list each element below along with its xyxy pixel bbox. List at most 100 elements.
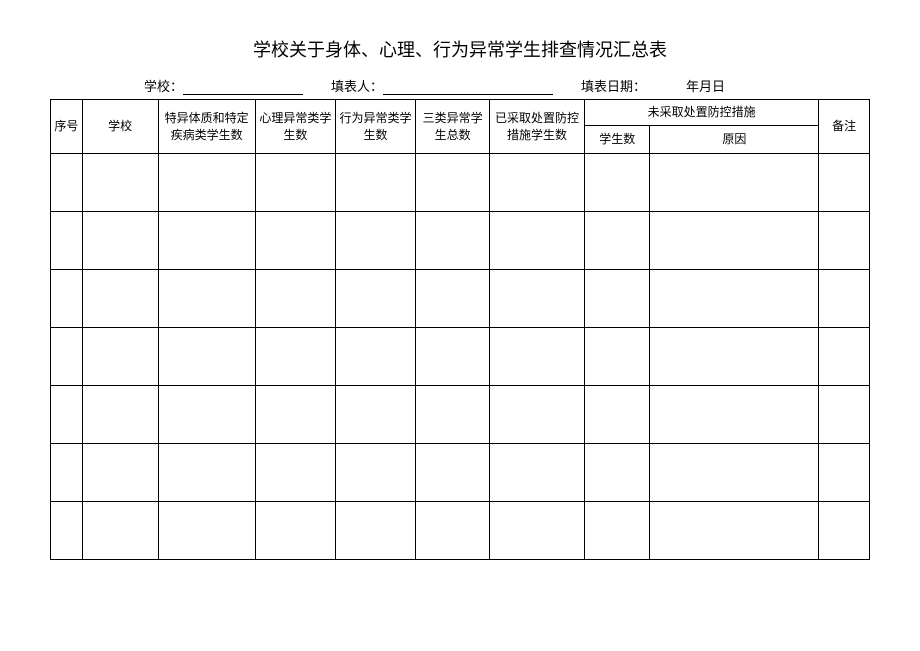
th-psych: 心理异常类学生数: [255, 100, 335, 154]
table-cell: [158, 270, 255, 328]
th-taken: 已采取处置防控措施学生数: [490, 100, 585, 154]
table-cell: [490, 328, 585, 386]
table-row: [51, 154, 870, 212]
table-cell: [255, 328, 335, 386]
table-cell: [650, 212, 819, 270]
table-cell: [158, 212, 255, 270]
table-cell: [585, 328, 650, 386]
table-row: [51, 212, 870, 270]
table-cell: [650, 154, 819, 212]
table-cell: [650, 270, 819, 328]
meta-filler-label: 填表人：: [331, 76, 383, 95]
table-cell: [585, 444, 650, 502]
meta-school-label: 学校：: [144, 76, 183, 95]
table-head: 序号 学校 特异体质和特定疾病类学生数 心理异常类学生数 行为异常类学生数 三类…: [51, 100, 870, 154]
table-cell: [335, 386, 415, 444]
table-cell: [819, 444, 870, 502]
meta-date-value: 年月日: [686, 76, 725, 95]
table-cell: [490, 502, 585, 560]
th-behavior: 行为异常类学生数: [335, 100, 415, 154]
table-cell: [255, 154, 335, 212]
table-cell: [82, 212, 158, 270]
table-row: [51, 502, 870, 560]
table-cell: [819, 212, 870, 270]
table-cell: [819, 154, 870, 212]
table-cell: [585, 270, 650, 328]
table-cell: [819, 328, 870, 386]
th-remark: 备注: [819, 100, 870, 154]
table-cell: [51, 270, 83, 328]
table-cell: [416, 270, 490, 328]
table-cell: [158, 502, 255, 560]
table-cell: [650, 444, 819, 502]
table-cell: [158, 328, 255, 386]
table-cell: [255, 386, 335, 444]
table-cell: [82, 386, 158, 444]
th-total: 三类异常学生总数: [416, 100, 490, 154]
table-cell: [416, 386, 490, 444]
table-cell: [51, 328, 83, 386]
table-cell: [82, 328, 158, 386]
table-cell: [585, 386, 650, 444]
table-row: [51, 444, 870, 502]
table-cell: [255, 270, 335, 328]
table-cell: [416, 444, 490, 502]
table-cell: [490, 270, 585, 328]
meta-school-underline: [183, 79, 303, 95]
table-cell: [51, 212, 83, 270]
page-title: 学校关于身体、心理、行为异常学生排查情况汇总表: [50, 36, 870, 62]
table-cell: [650, 502, 819, 560]
table-body: [51, 154, 870, 560]
th-school: 学校: [82, 100, 158, 154]
table-cell: [51, 386, 83, 444]
table-cell: [416, 212, 490, 270]
table-cell: [416, 328, 490, 386]
table-cell: [819, 502, 870, 560]
table-cell: [490, 444, 585, 502]
table-cell: [585, 502, 650, 560]
meta-date: 填表日期： 年月日: [581, 76, 725, 95]
table-cell: [82, 154, 158, 212]
table-cell: [158, 444, 255, 502]
table-cell: [51, 154, 83, 212]
table-cell: [335, 444, 415, 502]
table-row: [51, 328, 870, 386]
table-cell: [51, 444, 83, 502]
meta-filler-underline: [383, 79, 553, 95]
table-cell: [650, 328, 819, 386]
table-cell: [335, 270, 415, 328]
th-nottaken-count: 学生数: [585, 126, 650, 154]
table-cell: [82, 502, 158, 560]
th-nottaken-group: 未采取处置防控措施: [585, 100, 819, 126]
meta-date-label: 填表日期：: [581, 76, 646, 95]
table-cell: [490, 154, 585, 212]
table-cell: [585, 154, 650, 212]
table-cell: [335, 212, 415, 270]
table-cell: [255, 212, 335, 270]
table-cell: [335, 502, 415, 560]
meta-row: 学校： 填表人： 填表日期： 年月日: [50, 76, 870, 95]
summary-table: 序号 学校 特异体质和特定疾病类学生数 心理异常类学生数 行为异常类学生数 三类…: [50, 99, 870, 560]
meta-school: 学校：: [144, 76, 303, 95]
meta-filler: 填表人：: [331, 76, 553, 95]
table-cell: [335, 328, 415, 386]
table-cell: [158, 386, 255, 444]
th-special: 特异体质和特定疾病类学生数: [158, 100, 255, 154]
table-cell: [819, 386, 870, 444]
table-row: [51, 270, 870, 328]
table-cell: [819, 270, 870, 328]
table-cell: [255, 502, 335, 560]
table-cell: [51, 502, 83, 560]
table-cell: [650, 386, 819, 444]
table-cell: [416, 502, 490, 560]
table-cell: [82, 444, 158, 502]
table-row: [51, 386, 870, 444]
table-cell: [255, 444, 335, 502]
th-nottaken-reason: 原因: [650, 126, 819, 154]
table-cell: [490, 386, 585, 444]
table-cell: [490, 212, 585, 270]
th-seq: 序号: [51, 100, 83, 154]
table-cell: [416, 154, 490, 212]
table-cell: [82, 270, 158, 328]
table-cell: [585, 212, 650, 270]
